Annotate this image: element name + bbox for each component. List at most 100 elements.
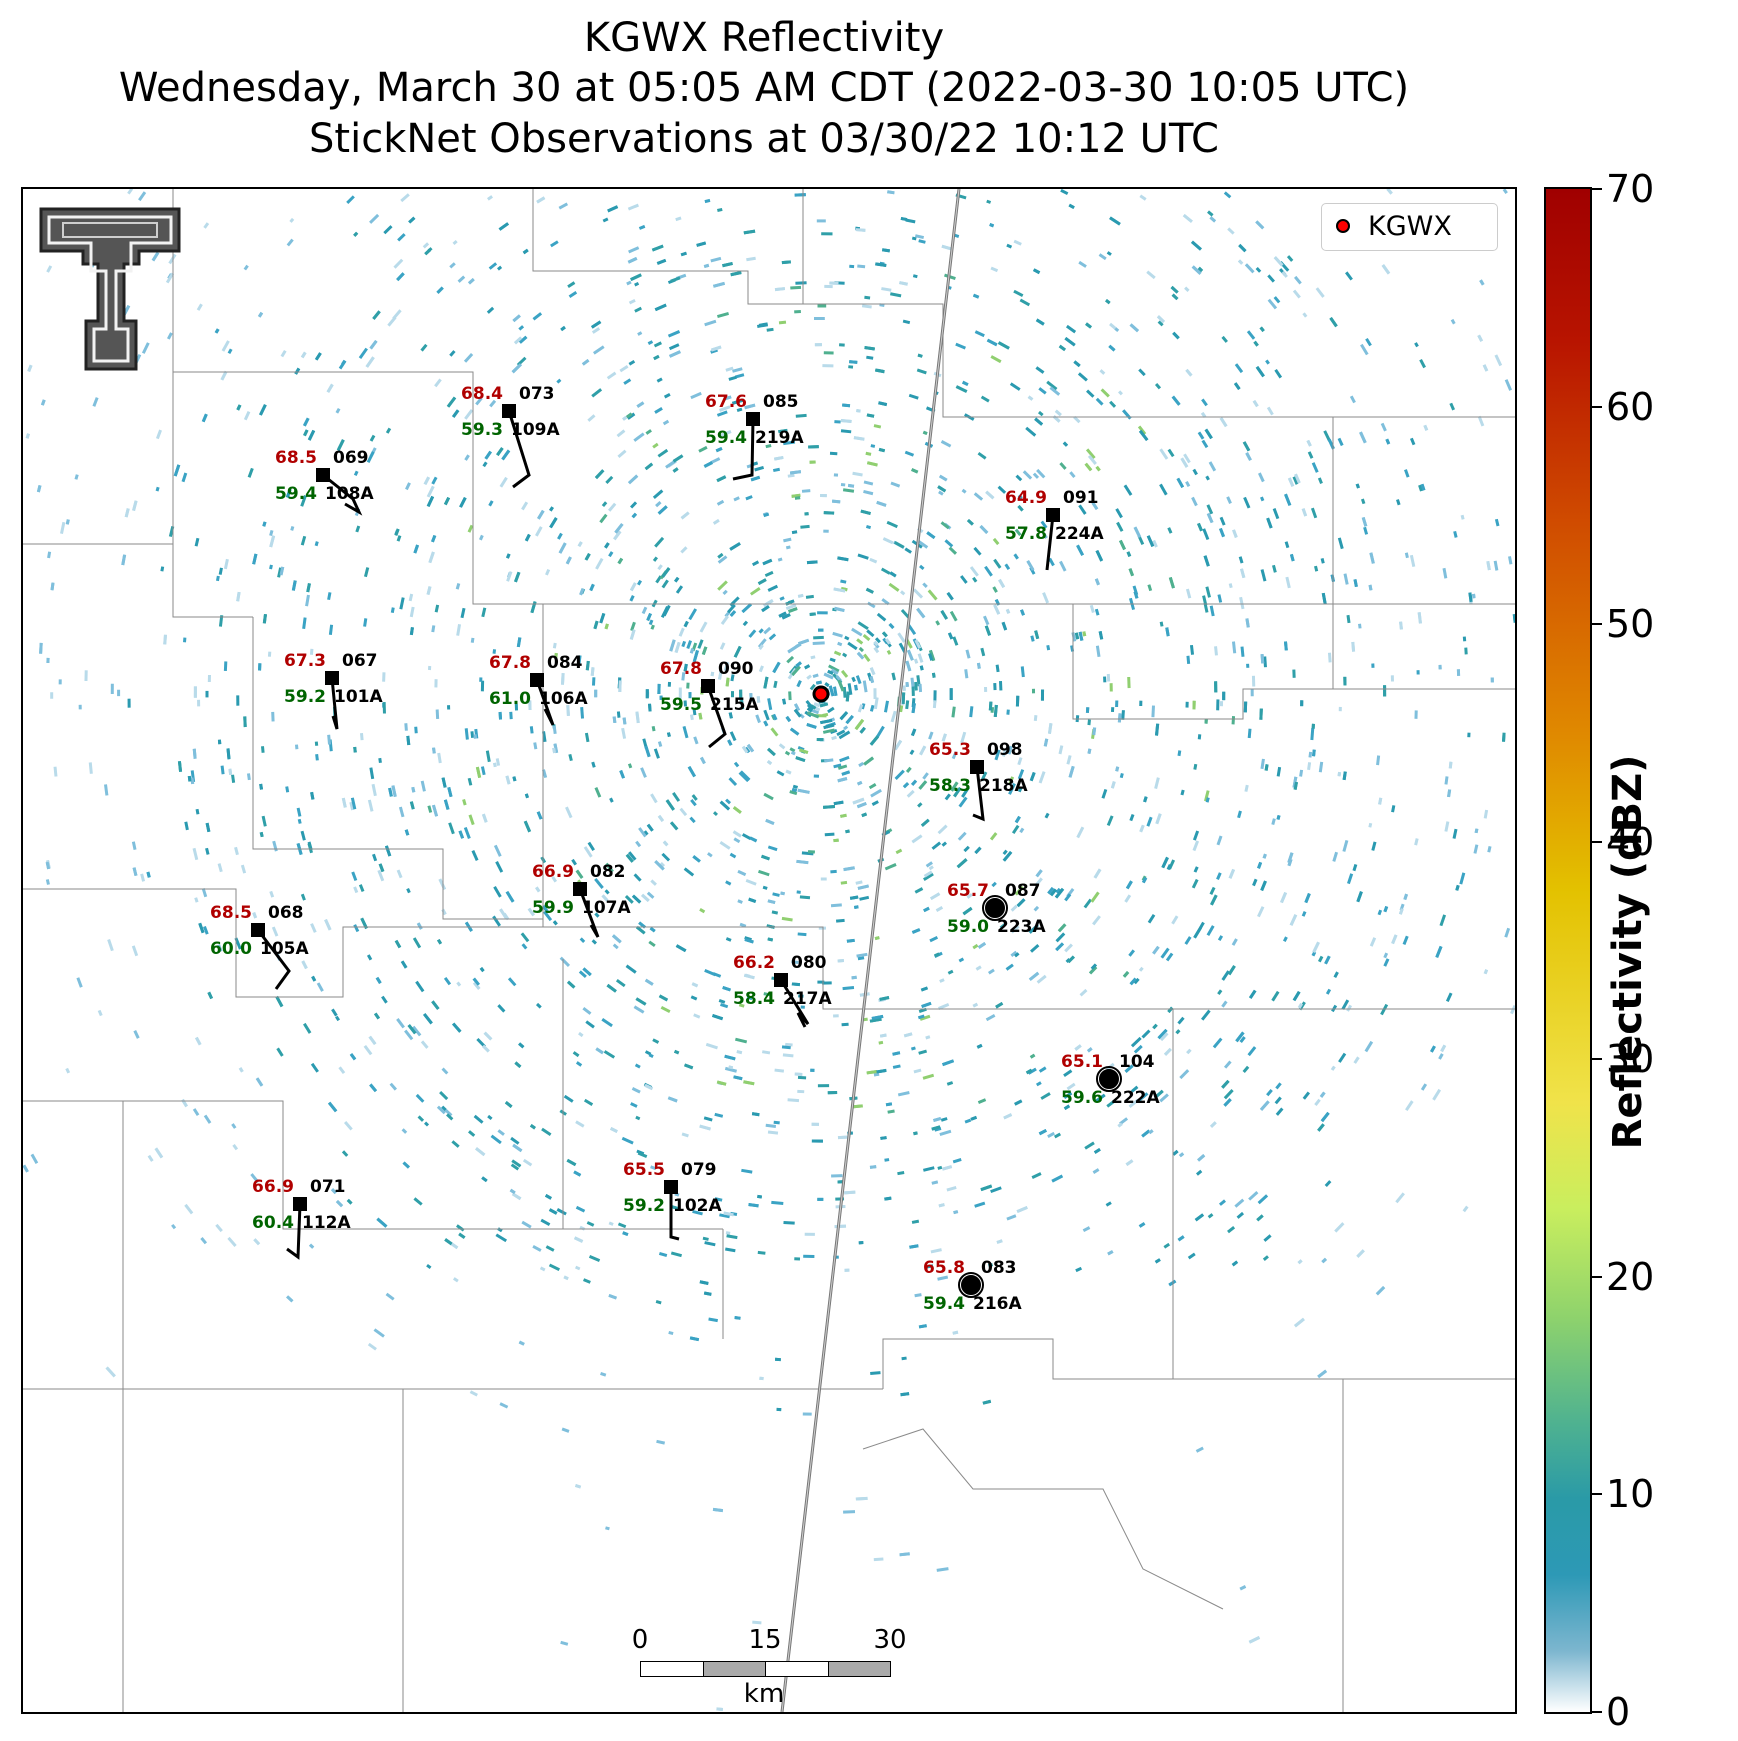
- echo-speck: [704, 968, 717, 977]
- echo-speck: [1209, 886, 1216, 895]
- echo-speck: [563, 1275, 569, 1281]
- echo-speck: [911, 928, 921, 934]
- echo-speck: [710, 671, 715, 677]
- echo-speck: [1416, 670, 1420, 675]
- echo-speck: [974, 1201, 986, 1208]
- echo-speck: [897, 632, 906, 643]
- echo-speck: [719, 840, 731, 850]
- echo-speck: [743, 1080, 755, 1086]
- echo-speck: [922, 1073, 935, 1080]
- echo-speck: [452, 409, 460, 418]
- echo-speck: [604, 623, 609, 630]
- echo-speck: [195, 808, 200, 815]
- echo-speck: [1292, 990, 1301, 1002]
- echo-speck: [1019, 298, 1031, 307]
- echo-speck: [327, 592, 332, 601]
- echo-speck: [1034, 417, 1044, 426]
- echo-speck: [1391, 934, 1398, 945]
- echo-speck: [371, 783, 377, 797]
- echo-speck: [821, 232, 833, 236]
- echo-speck: [647, 340, 654, 345]
- echo-speck: [426, 586, 432, 595]
- echo-speck: [521, 943, 528, 950]
- echo-speck: [804, 512, 809, 516]
- echo-speck: [382, 702, 386, 714]
- station-temperature: 65.5: [623, 1160, 665, 1180]
- echo-speck: [1079, 988, 1088, 997]
- echo-speck: [991, 881, 997, 888]
- echo-speck: [881, 598, 890, 606]
- echo-speck: [944, 539, 954, 548]
- echo-speck: [1284, 541, 1290, 549]
- echo-speck: [367, 799, 374, 812]
- echo-speck: [1008, 776, 1015, 785]
- echo-speck: [1299, 769, 1304, 777]
- echo-speck: [431, 625, 436, 633]
- echo-speck: [1191, 265, 1202, 275]
- echo-speck: [60, 521, 66, 534]
- echo-speck: [681, 1132, 689, 1138]
- echo-speck: [1059, 462, 1067, 470]
- station-dewpoint: 59.4: [275, 484, 317, 504]
- echo-speck: [1323, 430, 1331, 442]
- echo-speck: [499, 1402, 509, 1409]
- echo-speck: [1255, 266, 1262, 273]
- echo-speck: [1027, 395, 1034, 401]
- echo-speck: [1216, 835, 1223, 846]
- echo-speck: [660, 1005, 671, 1014]
- echo-speck: [761, 604, 770, 613]
- echo-speck: [1380, 422, 1387, 432]
- reflectivity-colorbar: [1544, 187, 1592, 1714]
- echo-speck: [300, 351, 307, 359]
- echo-speck: [45, 861, 51, 870]
- radar-map[interactable]: 68.4 073 59.3 109A 67.6 085 59.4 219A 68.5 069 59.…: [21, 187, 1517, 1714]
- echo-speck: [1263, 1234, 1272, 1242]
- echo-speck: [275, 995, 284, 1008]
- echo-speck: [863, 480, 874, 486]
- echo-speck: [817, 611, 828, 615]
- echo-speck: [310, 791, 315, 800]
- echo-speck: [1320, 1111, 1330, 1123]
- echo-speck: [1360, 343, 1369, 356]
- echo-speck: [982, 1399, 992, 1405]
- echo-speck: [181, 1098, 188, 1108]
- echo-speck: [1109, 683, 1113, 692]
- echo-speck: [771, 1200, 784, 1205]
- echo-speck: [560, 325, 566, 332]
- echo-speck: [627, 474, 639, 485]
- kgwx-radar-marker[interactable]: [812, 685, 830, 703]
- echo-speck: [548, 1208, 558, 1215]
- echo-speck: [713, 281, 725, 288]
- echo-speck: [865, 525, 872, 530]
- echo-speck: [375, 976, 382, 985]
- echo-speck: [499, 476, 508, 488]
- echo-speck: [363, 618, 368, 627]
- echo-speck: [585, 660, 590, 671]
- echo-speck: [1029, 1053, 1036, 1059]
- echo-speck: [1301, 508, 1308, 517]
- echo-speck: [411, 786, 416, 793]
- echo-speck: [1047, 887, 1055, 895]
- echo-speck: [1377, 909, 1383, 916]
- echo-speck: [969, 566, 979, 577]
- echo-speck: [146, 871, 151, 878]
- station-dewpoint: 59.2: [623, 1196, 665, 1216]
- echo-speck: [773, 680, 778, 689]
